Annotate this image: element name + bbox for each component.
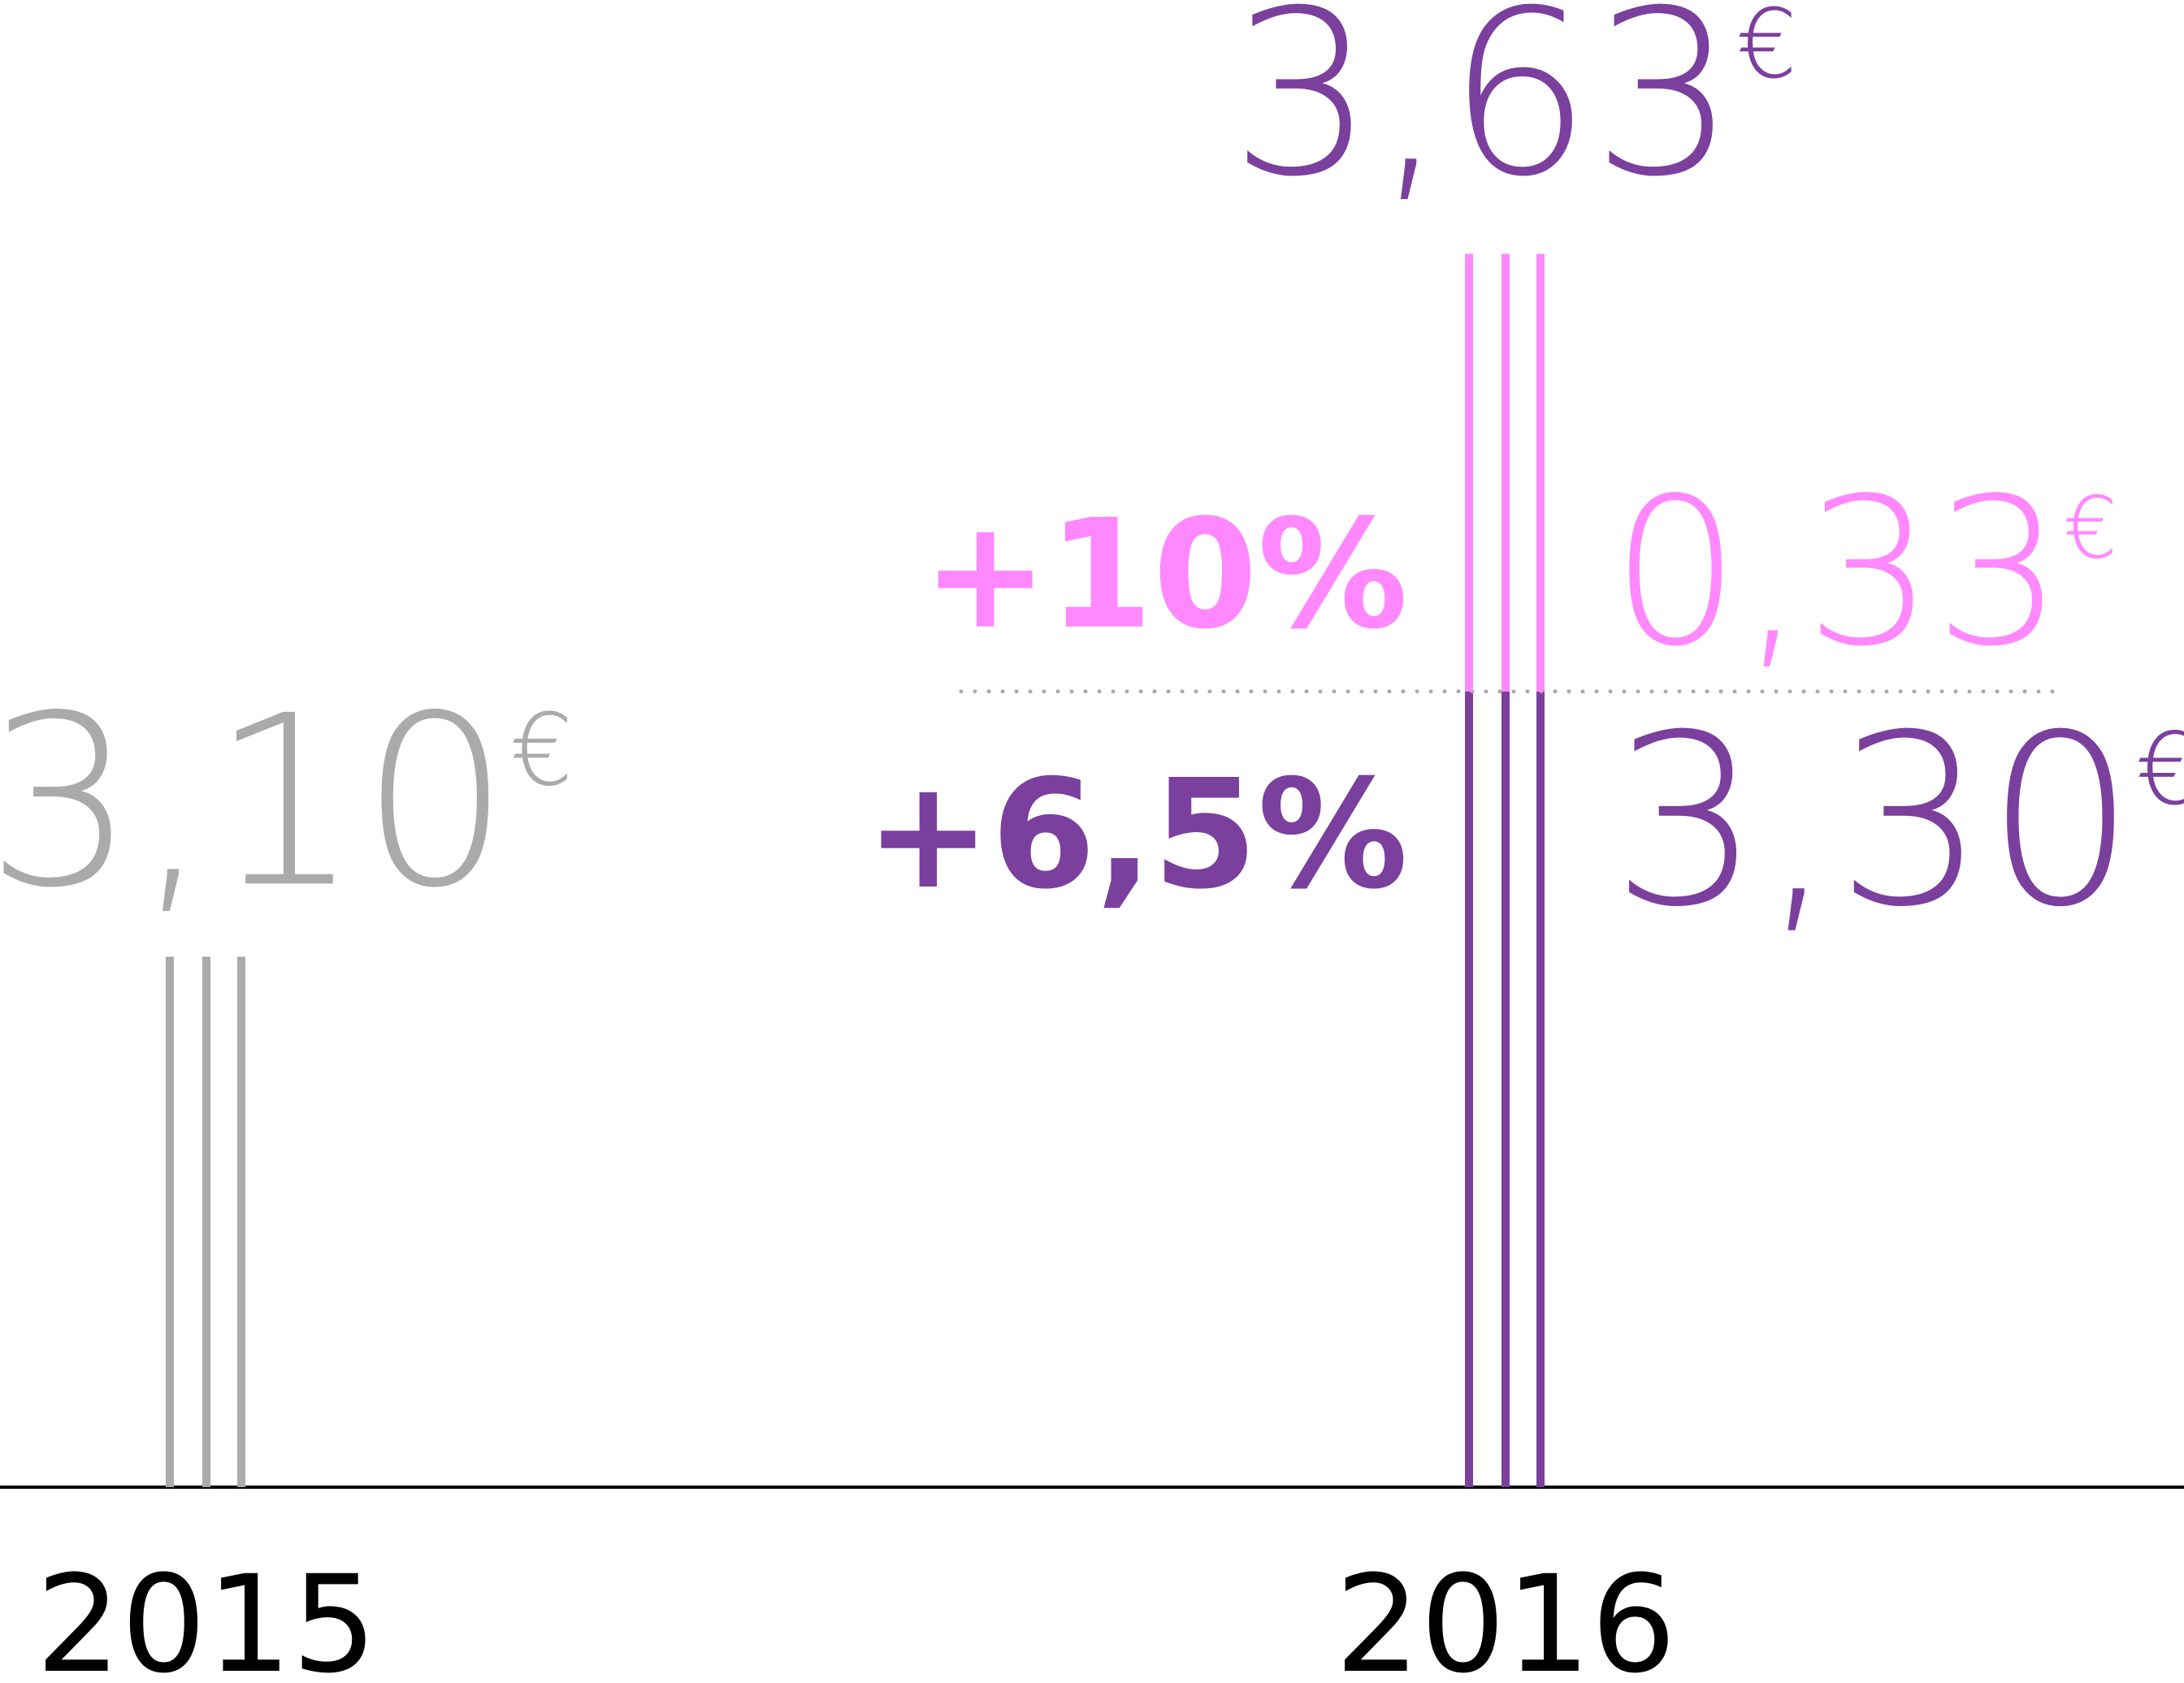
bar <box>1465 254 1545 692</box>
value-label: 3,30€ <box>1611 685 2184 959</box>
bar <box>1465 691 1545 1487</box>
value-label-number: 3,10 <box>0 666 510 939</box>
value-label-unit: € <box>2136 712 2184 827</box>
change-label: +10% <box>922 487 1408 662</box>
bar <box>166 956 245 1487</box>
value-label-number: 0,33 <box>1611 454 2064 691</box>
value-label-unit: € <box>510 692 574 808</box>
total-label: 3,63€ <box>1230 0 1797 227</box>
total-label-unit: € <box>1736 0 1797 100</box>
x-tick-label: 2015 <box>36 1546 377 1683</box>
value-label: 0,33€ <box>1611 454 2117 691</box>
x-tick-label: 2016 <box>1335 1546 1676 1683</box>
value-label: 3,10€ <box>0 666 574 939</box>
value-label-number: 3,30 <box>1611 685 2136 959</box>
value-label-unit: € <box>2064 479 2118 578</box>
total-label-number: 3,63 <box>1230 0 1736 227</box>
change-label: +6,5% <box>865 747 1408 922</box>
